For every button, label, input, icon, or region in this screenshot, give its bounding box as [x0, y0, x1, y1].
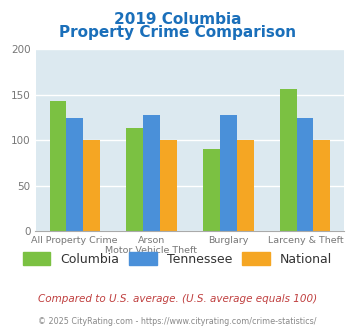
- Text: Burglary: Burglary: [208, 236, 249, 245]
- Bar: [280, 88, 296, 231]
- Bar: [220, 115, 237, 231]
- Text: All Property Crime: All Property Crime: [31, 236, 118, 245]
- Bar: [83, 140, 100, 231]
- Bar: [237, 140, 253, 231]
- Text: Larceny & Theft: Larceny & Theft: [268, 236, 344, 245]
- Bar: [203, 149, 220, 231]
- Text: Property Crime Comparison: Property Crime Comparison: [59, 25, 296, 40]
- Text: 2019 Columbia: 2019 Columbia: [114, 12, 241, 26]
- Bar: [143, 115, 160, 231]
- Text: Arson: Arson: [138, 236, 165, 245]
- Bar: [160, 140, 177, 231]
- Bar: [126, 128, 143, 231]
- Legend: Columbia, Tennessee, National: Columbia, Tennessee, National: [18, 247, 337, 271]
- Bar: [66, 117, 83, 231]
- Text: Motor Vehicle Theft: Motor Vehicle Theft: [105, 246, 197, 255]
- Bar: [50, 101, 66, 231]
- Text: Compared to U.S. average. (U.S. average equals 100): Compared to U.S. average. (U.S. average …: [38, 294, 317, 304]
- Bar: [313, 140, 330, 231]
- Text: © 2025 CityRating.com - https://www.cityrating.com/crime-statistics/: © 2025 CityRating.com - https://www.city…: [38, 317, 317, 326]
- Bar: [296, 117, 313, 231]
